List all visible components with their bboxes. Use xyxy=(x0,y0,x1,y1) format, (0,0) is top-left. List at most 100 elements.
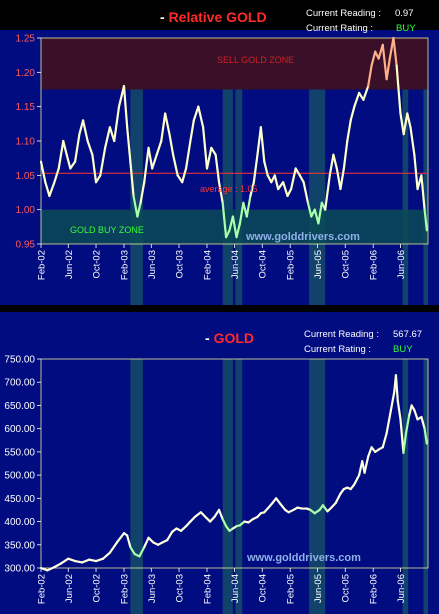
current-rating-label: Current Rating : xyxy=(306,23,373,34)
series-segment xyxy=(115,532,126,544)
series-segment xyxy=(39,566,49,572)
series-segment xyxy=(168,133,175,156)
series-segment xyxy=(266,501,274,510)
series-segment xyxy=(67,557,77,563)
series-segment xyxy=(86,139,94,156)
buy-zone-label: GOLD BUY ZONE xyxy=(70,225,144,235)
series-segment xyxy=(101,551,111,560)
x-tick-label: Feb-05 xyxy=(286,574,297,604)
y-tick-label: 1.10 xyxy=(16,137,36,148)
series-segment xyxy=(136,201,142,218)
series-segment xyxy=(328,153,335,177)
series-segment xyxy=(367,64,373,88)
buy-period-band xyxy=(222,38,233,305)
x-tick-label: Oct-05 xyxy=(341,250,352,279)
series-segment xyxy=(179,525,188,532)
y-tick-label: 450.00 xyxy=(4,494,35,505)
series-segment xyxy=(202,126,209,170)
x-tick-label: Oct-02 xyxy=(92,574,103,603)
x-tick-label: Jun-06 xyxy=(396,250,407,279)
series-segment xyxy=(324,174,331,211)
x-tick-label: Jun-02 xyxy=(64,250,75,279)
chart-title: - Relative GOLD xyxy=(160,9,267,25)
series-segment xyxy=(193,511,202,519)
watermark: www.golddrivers.com xyxy=(246,552,361,564)
series-segment xyxy=(104,126,111,149)
x-tick-label: Jun-05 xyxy=(313,250,324,279)
series-segment xyxy=(147,146,154,170)
series-segment xyxy=(259,126,266,163)
y-tick-label: 300.00 xyxy=(4,564,35,575)
series-segment xyxy=(205,146,213,170)
series-segment xyxy=(172,153,179,177)
series-segment xyxy=(389,390,396,412)
series-segment xyxy=(399,418,405,454)
series-segment xyxy=(279,502,287,512)
buy-period-band xyxy=(423,359,428,614)
zones-layer xyxy=(41,38,428,305)
x-tick-label: Feb-06 xyxy=(369,574,380,604)
x-tick-label: Jun-04 xyxy=(230,250,241,279)
series-segment xyxy=(189,119,195,143)
x-tick-label: Jun-04 xyxy=(230,574,241,603)
series-segment xyxy=(155,139,163,156)
series-segment xyxy=(108,541,119,554)
watermark: www.golddrivers.com xyxy=(245,231,360,243)
current-rating-value: BUY xyxy=(393,344,413,355)
series-segment xyxy=(413,408,419,421)
series-segment xyxy=(402,112,409,136)
x-tick-label: Oct-02 xyxy=(92,250,103,279)
x-tick-label: Oct-04 xyxy=(258,250,269,279)
current-reading-label: Current Reading : xyxy=(306,8,381,19)
series-segment xyxy=(423,208,428,232)
gold-price-chart: 300.00 350.00 400.00 450.00 500.00 550.00 600.… xyxy=(0,312,439,614)
series-segment xyxy=(282,181,289,198)
x-tick-label: Feb-05 xyxy=(286,250,297,280)
x-tick-label: Jun-03 xyxy=(147,250,158,279)
series-segment xyxy=(362,84,370,101)
x-tick-label: Feb-04 xyxy=(202,574,213,604)
series-segment xyxy=(166,530,174,542)
buy-period-band xyxy=(309,359,326,614)
y-tick-label: 400.00 xyxy=(4,517,35,528)
series-segment xyxy=(94,174,102,184)
series-segment xyxy=(44,181,51,198)
buy-period-band xyxy=(235,359,243,614)
series-segment xyxy=(184,139,192,170)
x-tick-label: Feb-03 xyxy=(119,574,130,604)
series-segment xyxy=(385,408,393,435)
series-segment xyxy=(353,91,361,108)
series-segment xyxy=(332,153,338,170)
series-segment xyxy=(147,536,155,544)
series-segment xyxy=(213,508,221,519)
series-segment xyxy=(53,562,63,569)
series-segment xyxy=(60,557,70,565)
series-segment xyxy=(81,558,91,564)
series-segment xyxy=(277,181,285,191)
series-segment xyxy=(39,160,47,184)
y-tick-label: 0.95 xyxy=(16,240,36,251)
series-segment xyxy=(235,222,242,239)
x-tick-label: Jun-05 xyxy=(313,574,324,603)
current-reading-label: Current Reading : xyxy=(304,329,379,340)
buy-period-band xyxy=(130,359,143,614)
series-segment xyxy=(420,415,426,430)
series-segment xyxy=(138,545,146,558)
series-segment xyxy=(181,167,188,184)
series-segment xyxy=(252,153,259,184)
series-segment xyxy=(129,545,136,556)
series-segment xyxy=(69,160,77,170)
series-segment xyxy=(74,559,84,564)
series-segment xyxy=(53,167,60,184)
y-tick-label: 1.25 xyxy=(16,34,36,45)
series-segment xyxy=(423,427,428,445)
series-segment xyxy=(132,194,139,218)
series-segment xyxy=(221,518,228,528)
buy-period-band xyxy=(423,38,428,305)
y-tick-label: 700.00 xyxy=(4,378,35,389)
y-tick-label: 500.00 xyxy=(4,471,35,482)
series-segment xyxy=(306,201,313,218)
zones-layer xyxy=(130,359,428,614)
series-segment xyxy=(404,413,411,435)
current-reading-value: 567.67 xyxy=(393,329,422,340)
